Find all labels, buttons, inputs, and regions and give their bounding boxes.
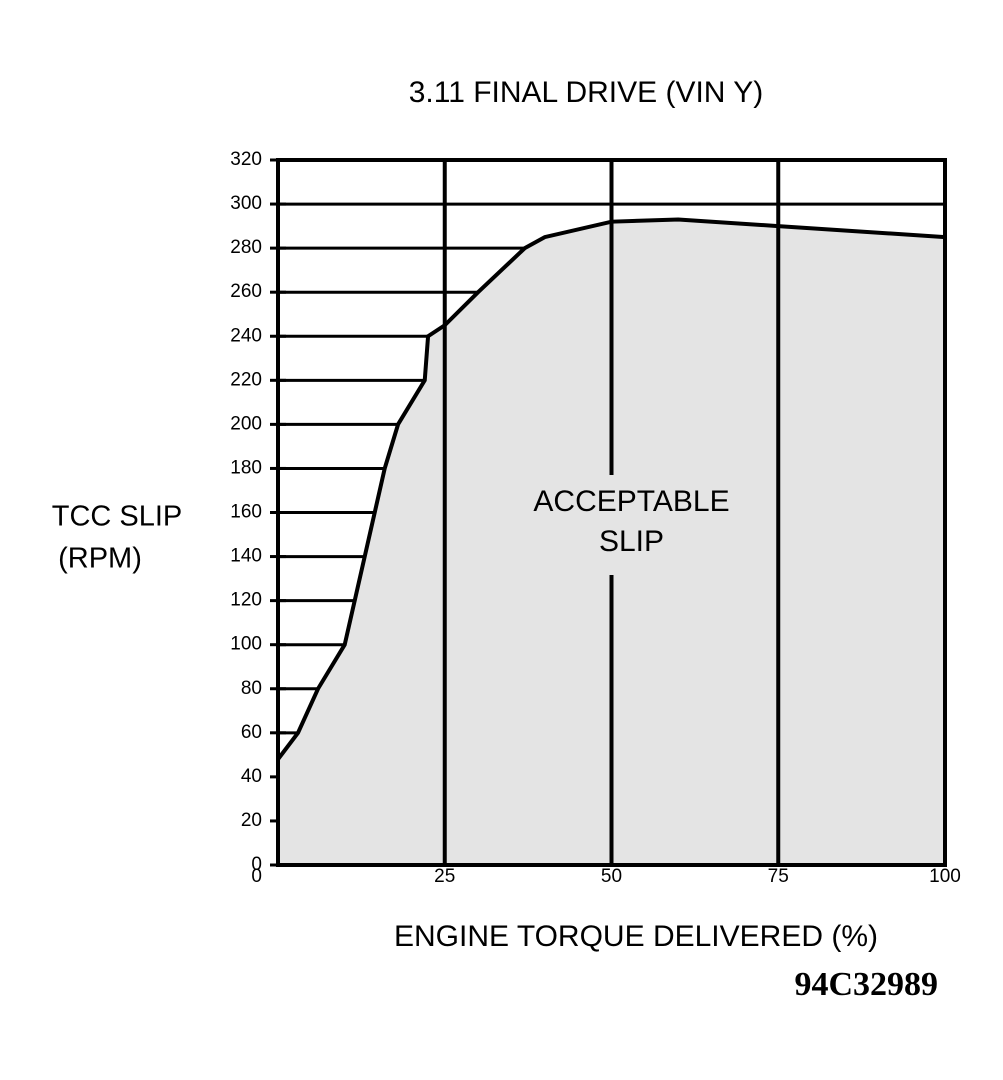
x-axis-label: ENGINE TORQUE DELIVERED (%) [394, 920, 878, 953]
y-tick-label: 260 [230, 281, 262, 302]
y-tick-label: 140 [230, 546, 262, 567]
area-outline [276, 217, 946, 761]
y-tick-label: 300 [230, 193, 262, 214]
chart-title: 3.11 FINAL DRIVE (VIN Y) [409, 76, 764, 109]
y-tick-label: 100 [230, 634, 262, 655]
y-tick-label: 160 [230, 502, 262, 523]
y-tick-label: 40 [241, 766, 262, 787]
y-tick-label: 200 [230, 413, 262, 434]
y-tick-label: 180 [230, 457, 262, 478]
y-axis-label: TCC SLIP [52, 501, 183, 533]
x-tick-label: 75 [768, 866, 789, 887]
y-tick-label: 0 [251, 854, 262, 875]
y-tick-label: 80 [241, 678, 262, 699]
plot-frame [276, 158, 947, 867]
annotation: SLIP [599, 525, 664, 558]
y-tick-label: 240 [230, 325, 262, 346]
y-axis-label: (RPM) [58, 543, 142, 575]
y-tick-label: 320 [230, 149, 262, 170]
y-tick-label: 120 [230, 590, 262, 611]
y-tick-label: 20 [241, 810, 262, 831]
y-tick-label: 220 [230, 369, 262, 390]
annotation: ACCEPTABLE [533, 485, 729, 518]
y-tick-label: 280 [230, 237, 262, 258]
x-tick-label: 0 [251, 866, 262, 887]
figure-id: 94C32989 [794, 966, 938, 1003]
y-tick-label: 60 [241, 722, 262, 743]
x-tick-label: 25 [434, 866, 455, 887]
x-tick-label: 100 [929, 866, 961, 887]
annotation-bg [491, 475, 732, 575]
x-tick-label: 50 [601, 866, 622, 887]
